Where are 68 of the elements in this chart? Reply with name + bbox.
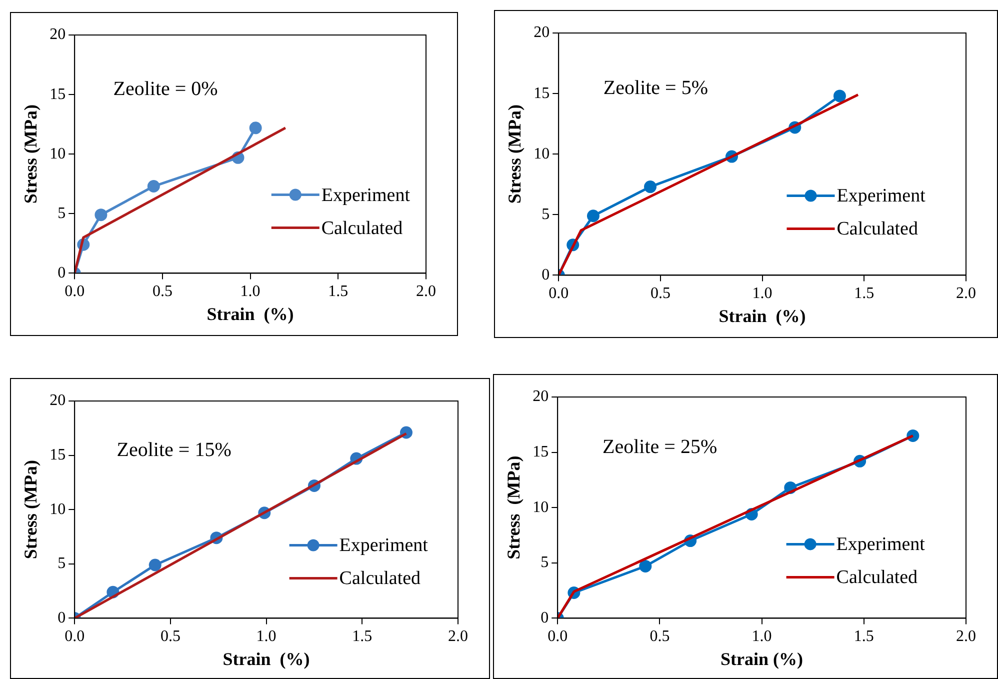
- legend-label: Experiment: [836, 186, 926, 207]
- x-axis-title: Strain (%): [206, 304, 294, 324]
- point: [249, 122, 262, 134]
- x-tick-label: 0.5: [650, 628, 670, 646]
- legend-label: Calculated: [836, 567, 918, 588]
- x-tick-label: 0.0: [548, 628, 568, 646]
- y-tick-label: 5: [542, 206, 550, 223]
- y-axis-title: Stress (MPa): [20, 460, 40, 560]
- annotation: Zeolite = 15%: [116, 439, 232, 462]
- y-tick-label: 0: [58, 609, 66, 626]
- y-tick-label: 0: [58, 264, 66, 282]
- x-tick-label: 0.0: [64, 628, 85, 646]
- x-tick-label: 1.0: [752, 285, 772, 302]
- y-tick-label: 20: [532, 388, 549, 406]
- point: [147, 180, 160, 193]
- y-tick-label: 10: [50, 145, 66, 162]
- x-tick-label: 0.5: [650, 285, 670, 302]
- x-tick-label: 1.0: [752, 628, 772, 646]
- x-axis-title: Strain (%): [720, 648, 804, 669]
- x-tick-label: 1.5: [854, 285, 874, 302]
- x-tick-label: 2.0: [956, 628, 976, 646]
- y-tick-label: 5: [540, 554, 549, 572]
- y-tick-label: 10: [532, 498, 549, 516]
- point: [94, 208, 108, 222]
- legend-label: Experiment: [321, 184, 411, 206]
- x-axis-title: Strain (%): [718, 306, 806, 326]
- y-axis-title: Stress (MPa): [503, 456, 524, 560]
- y-tick-label: 5: [58, 555, 66, 572]
- legend-label: Calculated: [321, 218, 404, 239]
- legend-label: Calculated: [339, 568, 422, 590]
- x-tick-label: 2.0: [956, 285, 976, 302]
- x-tick-label: 1.0: [240, 283, 260, 300]
- x-axis-title: Strain (%): [222, 648, 310, 669]
- y-tick-label: 20: [50, 26, 66, 44]
- legend-label: Calculated: [836, 218, 918, 240]
- x-tick-label: 2.0: [448, 628, 468, 646]
- y-tick-label: 0: [542, 266, 550, 284]
- legend-label: Experiment: [339, 535, 429, 556]
- x-tick-label: 0.5: [152, 283, 172, 300]
- x-tick-label: 1.0: [256, 628, 276, 646]
- y-tick-label: 10: [534, 145, 550, 162]
- x-tick-label: 1.5: [328, 283, 348, 300]
- x-tick-label: 1.5: [854, 628, 874, 646]
- y-axis-title: Stress (MPa): [504, 104, 524, 204]
- y-tick-label: 15: [50, 86, 66, 103]
- x-tick-label: 0.0: [64, 283, 85, 300]
- y-tick-label: 20: [50, 392, 66, 410]
- point: [644, 180, 657, 194]
- y-tick-label: 20: [534, 24, 550, 42]
- y-axis-title: Stress (MPa): [20, 104, 40, 204]
- point: [639, 560, 652, 572]
- point: [148, 558, 162, 572]
- point: [586, 210, 600, 222]
- y-tick-label: 15: [534, 84, 550, 102]
- point: [833, 90, 846, 102]
- annotation: Zeolite = 5%: [603, 76, 708, 99]
- y-tick-label: 5: [58, 204, 66, 222]
- y-tick-label: 15: [532, 444, 549, 461]
- x-tick-label: 2.0: [416, 283, 436, 300]
- y-tick-label: 15: [50, 446, 66, 464]
- annotation: Zeolite = 0%: [113, 78, 218, 100]
- legend-label: Experiment: [836, 534, 926, 556]
- y-tick-label: 0: [540, 609, 549, 626]
- y-tick-label: 10: [50, 500, 66, 518]
- annotation: Zeolite = 25%: [602, 436, 718, 458]
- x-tick-label: 0.5: [160, 628, 180, 646]
- x-tick-label: 0.0: [548, 285, 569, 302]
- x-tick-label: 1.5: [352, 628, 372, 646]
